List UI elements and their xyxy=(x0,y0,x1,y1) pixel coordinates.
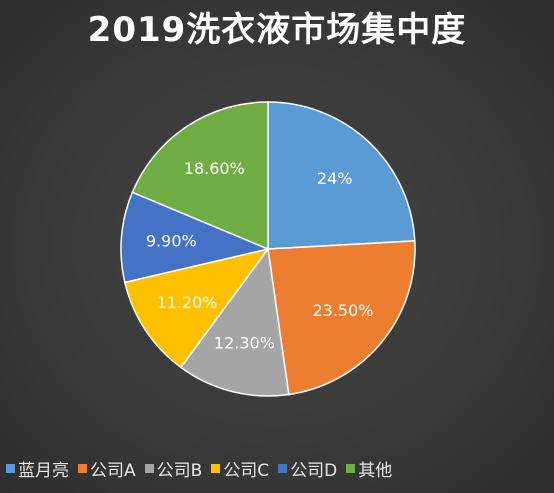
legend-label: 其他 xyxy=(358,461,393,481)
legend-label: 蓝月亮 xyxy=(18,461,69,481)
chart-title: 2019洗衣液市场集中度 xyxy=(87,10,467,50)
legend-item-3: 公司B xyxy=(144,456,203,481)
pie-slice-1 xyxy=(267,101,416,250)
legend-item-4: 公司C xyxy=(211,456,269,481)
legend-item-2: 公司A xyxy=(78,456,136,481)
data-label-2: 23.50% xyxy=(312,301,373,320)
legend-item-6: 其他 xyxy=(346,456,392,481)
legend-item-1: 蓝月亮 xyxy=(6,456,69,481)
legend-label: 公司B xyxy=(156,461,203,481)
legend-swatch xyxy=(6,464,15,473)
pie-slice-6 xyxy=(131,101,269,251)
legend-swatch xyxy=(278,464,288,473)
legend-label: 公司D xyxy=(290,461,338,481)
data-label-1: 24% xyxy=(317,169,353,188)
pie-slice-5 xyxy=(120,191,271,284)
data-label-4: 11.20% xyxy=(156,293,217,312)
legend-swatch xyxy=(78,464,87,473)
legend-swatch xyxy=(144,464,154,473)
pie-slice-4 xyxy=(123,247,270,369)
pie-slice-3 xyxy=(179,247,290,397)
legend-swatch xyxy=(346,464,356,473)
chart-legend: 蓝月亮 公司A 公司B 公司C 公司D 其他 xyxy=(6,456,554,481)
pie-slice-2 xyxy=(267,240,416,396)
legend-label: 公司A xyxy=(90,461,136,481)
legend-label: 公司C xyxy=(223,461,270,481)
data-label-3: 12.30% xyxy=(214,334,275,353)
data-label-5: 9.90% xyxy=(146,231,197,250)
legend-swatch xyxy=(211,464,221,473)
legend-item-5: 公司D xyxy=(278,456,337,481)
data-label-6: 18.60% xyxy=(184,159,245,178)
